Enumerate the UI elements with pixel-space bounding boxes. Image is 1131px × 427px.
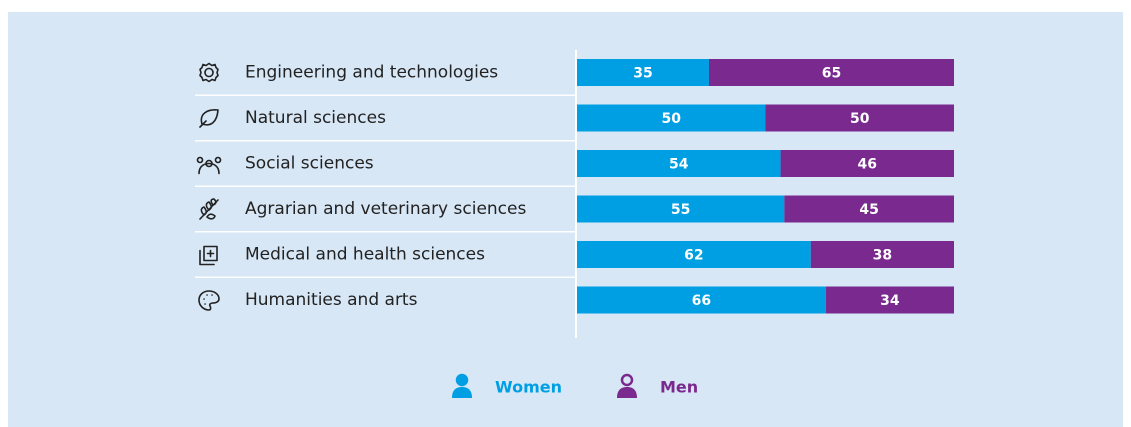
value-label: 50 <box>662 111 682 127</box>
legend-icon-body <box>617 387 637 398</box>
bar-segment <box>708 59 954 86</box>
value-label: 50 <box>850 111 870 127</box>
bar-segment <box>577 59 709 86</box>
category-icon <box>199 62 219 83</box>
category-icon <box>199 198 219 220</box>
value-label: 55 <box>671 202 690 218</box>
category-label: Agrarian and veterinary sciences <box>245 199 526 219</box>
bar-segment <box>577 195 785 223</box>
category-label: Medical and health sciences <box>245 245 485 265</box>
legend-label: Men <box>660 378 698 397</box>
bar-segment <box>577 241 811 268</box>
bar-segment <box>784 195 954 223</box>
value-label: 54 <box>669 157 689 173</box>
bar-segment <box>810 241 954 268</box>
category-icon <box>198 290 220 311</box>
bar-segment <box>577 150 781 177</box>
category-icon <box>199 245 218 266</box>
value-label: 34 <box>880 293 900 309</box>
legend-icon <box>617 373 637 398</box>
category-icon <box>199 109 219 128</box>
bar-segment <box>780 150 954 177</box>
legend-label: Women <box>495 378 562 397</box>
legend-icon <box>452 373 472 398</box>
value-label: 46 <box>858 157 877 173</box>
value-label: 38 <box>873 248 892 264</box>
value-label: 35 <box>633 66 652 82</box>
category-label: Humanities and arts <box>245 290 418 310</box>
category-label: Social sciences <box>245 154 374 174</box>
value-label: 45 <box>859 202 878 218</box>
legend-icon-body <box>452 387 472 398</box>
value-label: 66 <box>692 293 711 309</box>
legend-icon-head <box>455 373 469 387</box>
value-label: 62 <box>684 248 703 264</box>
legend-icon-head <box>620 373 634 387</box>
bar-segment <box>765 104 954 132</box>
value-label: 65 <box>822 66 841 82</box>
category-label: Engineering and technologies <box>245 63 498 83</box>
bar-segment <box>577 286 826 314</box>
panel <box>8 12 1123 427</box>
bar-segment <box>825 286 954 314</box>
category-icon <box>196 156 222 175</box>
category-label: Natural sciences <box>245 108 386 128</box>
bar-segment <box>577 104 766 132</box>
